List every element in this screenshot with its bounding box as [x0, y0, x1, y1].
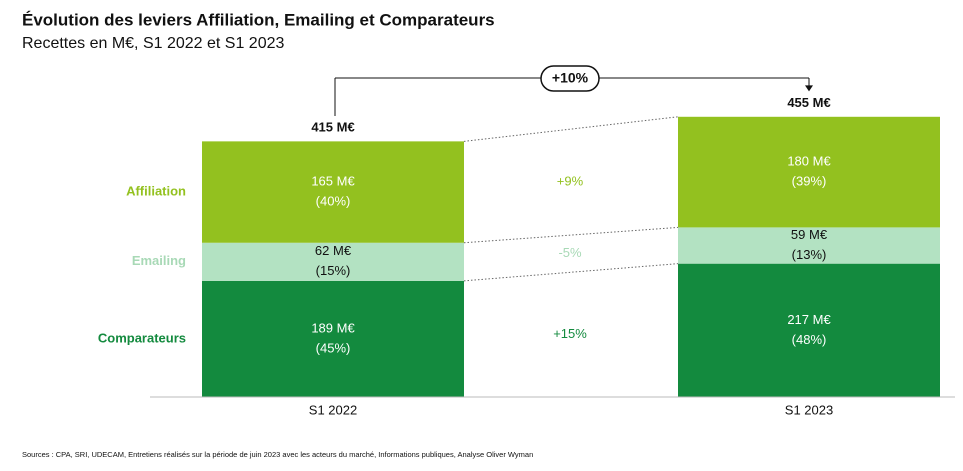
value-label: 59 M€	[791, 227, 828, 242]
change-label: +9%	[557, 174, 584, 189]
change-label: -5%	[558, 245, 582, 260]
source: Sources : CPA, SRI, UDECAM, Entretiens r…	[22, 450, 533, 459]
chart-title: Évolution des leviers Affiliation, Email…	[22, 10, 495, 29]
legend-label: Affiliation	[126, 184, 186, 199]
total-label: 455 M€	[787, 95, 830, 110]
share-label: (45%)	[316, 340, 351, 355]
x-tick-label: S1 2022	[309, 402, 357, 417]
connector	[463, 226, 679, 244]
value-label: 62 M€	[315, 243, 352, 258]
legend-label: Comparateurs	[98, 330, 186, 345]
connector	[463, 263, 679, 282]
share-label: (48%)	[792, 332, 827, 347]
share-label: (13%)	[792, 247, 827, 262]
total-label: 415 M€	[311, 119, 354, 134]
value-label: 217 M€	[787, 312, 831, 327]
bar-segment	[202, 141, 464, 243]
value-label: 189 M€	[311, 320, 355, 335]
chart-subtitle: Recettes en M€, S1 2022 et S1 2023	[22, 35, 285, 52]
legend-label: Emailing	[132, 253, 186, 268]
change-label: +15%	[553, 326, 587, 341]
value-label: 165 M€	[311, 174, 355, 189]
bar-segment	[678, 116, 940, 228]
bar-segment	[678, 227, 940, 264]
arrow-head	[805, 85, 813, 92]
bar-segment	[202, 280, 464, 397]
share-label: (15%)	[316, 263, 351, 278]
bar-segment	[678, 263, 940, 397]
share-label: (40%)	[316, 194, 351, 209]
share-label: (39%)	[792, 174, 827, 189]
change-badge	[540, 65, 600, 92]
connector	[463, 116, 679, 142]
value-label: 180 M€	[787, 154, 831, 169]
x-tick-label: S1 2023	[785, 402, 833, 417]
bar-segment	[202, 242, 464, 281]
total-change-label: +10%	[552, 70, 589, 86]
